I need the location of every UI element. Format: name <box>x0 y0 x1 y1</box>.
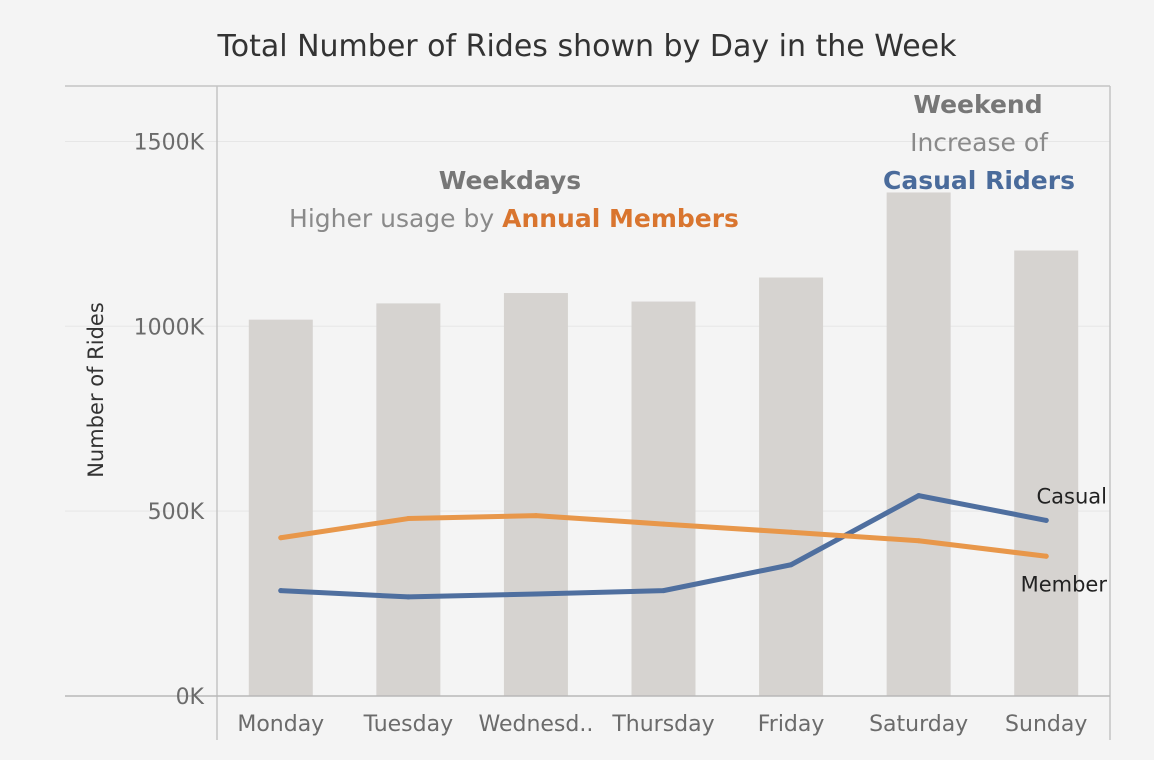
x-tick-labels: Monday Tuesday Wednesd.. Thursday Friday Satu… <box>237 712 1087 737</box>
weekdays-subtitle: Higher usage by Annual Members <box>289 204 739 233</box>
x-tick-label: Sunday <box>1005 712 1087 737</box>
y-tick-label: 0K <box>176 685 205 710</box>
member-series-label: Member <box>1021 572 1108 596</box>
casual-point <box>661 588 666 594</box>
weekdays-subtitle-prefix: Higher usage by <box>289 204 502 233</box>
x-tick-label: Monday <box>237 712 324 737</box>
bar <box>759 277 824 696</box>
series-lines <box>278 493 1049 600</box>
annual-members-highlight: Annual Members <box>502 204 739 233</box>
member-point <box>405 516 411 522</box>
bar <box>631 301 696 696</box>
casual-point <box>278 588 284 594</box>
y-tick-label: 1500K <box>134 130 205 155</box>
member-point <box>1043 553 1049 559</box>
weekdays-heading: Weekdays <box>439 166 581 195</box>
x-tick-label: Thursday <box>611 712 714 737</box>
member-point <box>533 513 539 519</box>
x-tick-label: Wednesd.. <box>478 712 593 737</box>
casual-point <box>788 562 794 568</box>
member-point <box>661 521 666 527</box>
weekdays-annotation: Weekdays Higher usage by Annual Members <box>289 166 739 233</box>
chart-title: Total Number of Rides shown by Day in th… <box>217 29 958 64</box>
bar <box>376 303 441 696</box>
weekend-annotation: Weekend Increase of Casual Riders <box>883 90 1075 195</box>
y-tick-labels: 0K 500K 1000K 1500K <box>134 130 205 710</box>
bars <box>248 192 1079 697</box>
x-tick-label: Saturday <box>869 712 968 737</box>
y-axis-title: Number of Rides <box>84 302 108 478</box>
member-point <box>278 535 284 541</box>
weekend-heading: Weekend <box>913 90 1042 119</box>
weekend-line: Increase of <box>910 128 1049 157</box>
y-tick-label: 1000K <box>134 315 205 340</box>
casual-series-label: Casual <box>1037 484 1108 508</box>
x-tick-label: Tuesday <box>363 712 454 737</box>
casual-point <box>405 594 411 600</box>
gridlines <box>65 140 1110 512</box>
bar <box>886 192 951 697</box>
member-point <box>916 538 922 544</box>
y-tick-label: 500K <box>148 500 205 525</box>
x-tick-label: Friday <box>758 712 825 737</box>
series-labels: Casual Member <box>1021 484 1108 596</box>
casual-point <box>916 493 922 499</box>
bar <box>1014 250 1079 697</box>
member-point <box>788 529 794 535</box>
casual-point <box>1043 517 1049 523</box>
bar <box>248 319 313 696</box>
casual-riders-highlight: Casual Riders <box>883 166 1075 195</box>
bar <box>503 293 568 696</box>
casual-point <box>533 591 539 597</box>
